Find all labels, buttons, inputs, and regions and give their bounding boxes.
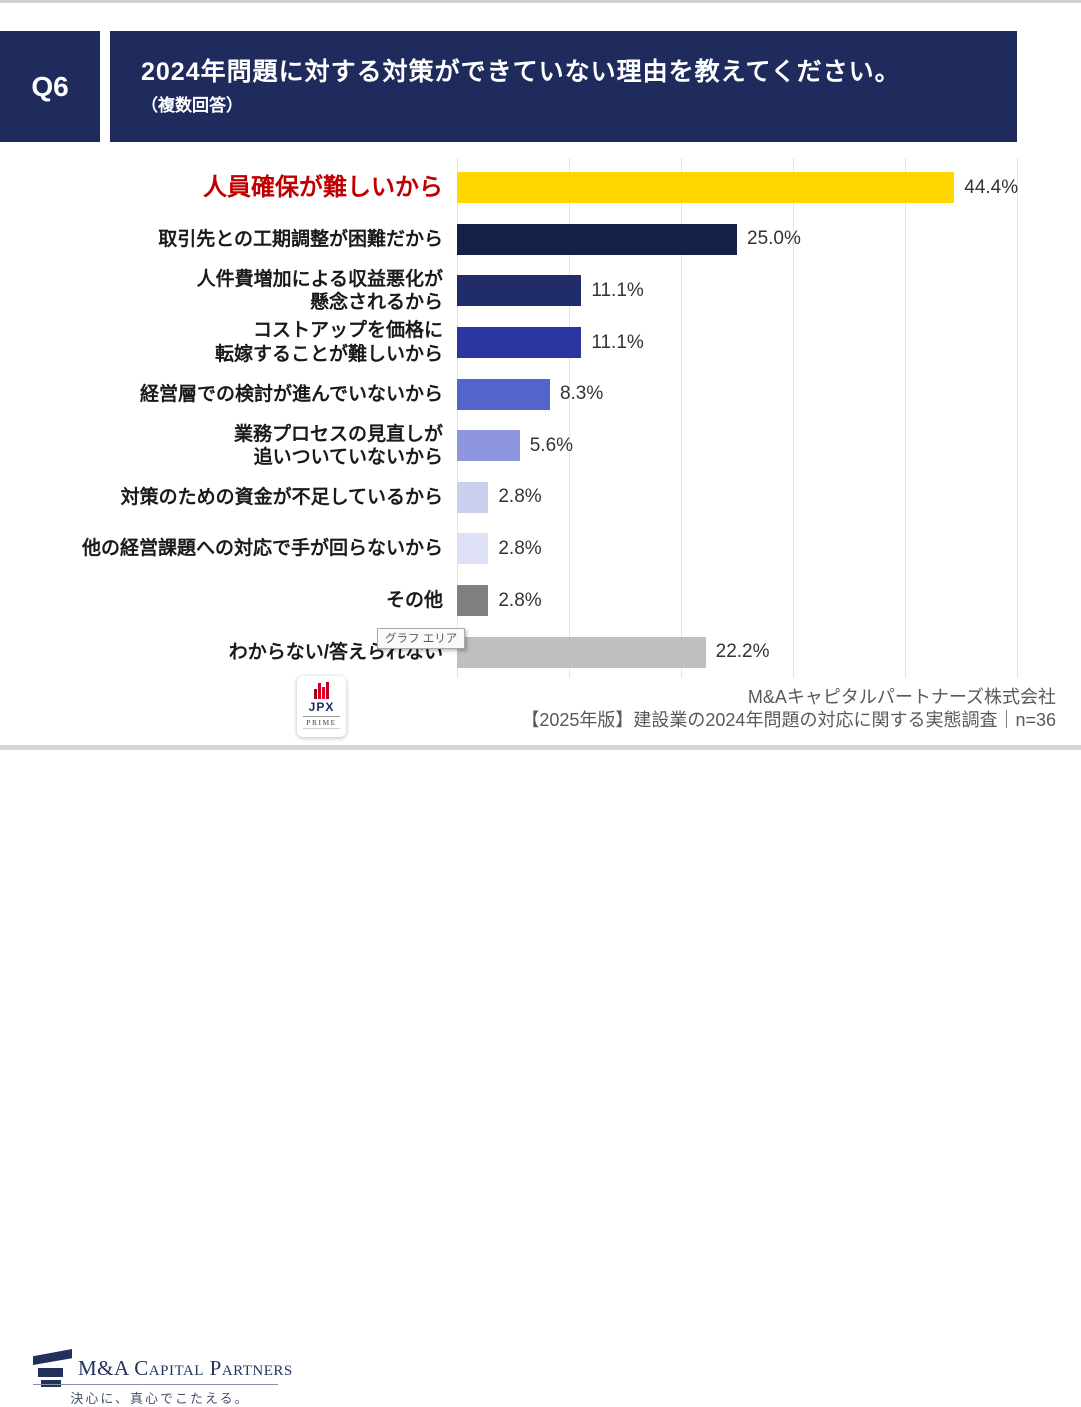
chart-row: わからない/答えられない 22.2% <box>0 626 1081 678</box>
chart-row: 対策のための資金が不足しているから 2.8% <box>0 472 1081 524</box>
chart-rows: 人員確保が難しいから 44.4% 取引先との工期調整が困難だから 25.0% 人件費増加… <box>0 162 1081 678</box>
value-label: 5.6% <box>529 434 574 456</box>
chart-row: 人員確保が難しいから 44.4% <box>0 162 1081 214</box>
category-label: 経営層での検討が進んでいないから <box>139 383 443 405</box>
bar-area: 25.0% <box>457 223 1081 255</box>
question-title-box: 2024年問題に対する対策ができていない理由を教えてください。 （複数回答） <box>110 31 1017 142</box>
bar <box>457 378 550 410</box>
bar-area: 8.3% <box>457 378 1081 410</box>
bar <box>457 636 706 668</box>
gridline <box>569 158 570 678</box>
question-number: Q6 <box>31 70 69 102</box>
category-label: 取引先との工期調整が困難だから <box>158 228 443 250</box>
graph-area-tooltip-label: グラフ エリア <box>385 633 458 645</box>
value-label: 25.0% <box>747 228 801 250</box>
logo-name: M&A Capital Partners <box>78 1356 293 1380</box>
value-label: 2.8% <box>498 537 542 559</box>
category-label: 他の経営課題への対応で手が回らないから <box>81 538 443 560</box>
logo-divider <box>33 1384 278 1385</box>
bar-area: 11.1% <box>457 327 1081 359</box>
gridline <box>905 158 906 678</box>
bar <box>457 585 489 617</box>
chart-row: 業務プロセスの見直しが 追いついていないから 5.6% <box>0 420 1081 472</box>
value-label: 11.1% <box>591 331 644 353</box>
jpx-flame-icon <box>314 682 329 699</box>
category-label: コストアップを価格に 転嫁することが難しいから <box>214 320 443 365</box>
value-label: 2.8% <box>498 589 542 611</box>
value-label: 8.3% <box>559 383 604 405</box>
question-number-box: Q6 <box>0 31 100 142</box>
bar <box>457 481 489 513</box>
logo-tagline: 決心に、真心でこたえる。 <box>70 1391 250 1406</box>
bar-area: 5.6% <box>457 430 1081 462</box>
bar-area: 44.4% <box>457 172 1081 204</box>
gridline <box>681 158 682 678</box>
jpx-label: JPX <box>308 700 335 714</box>
bar <box>457 533 489 565</box>
chart-row: コストアップを価格に 転嫁することが難しいから 11.1% <box>0 317 1081 369</box>
category-label: 業務プロセスの見直しが 追いついていないから <box>233 423 443 468</box>
question-title: 2024年問題に対する対策ができていない理由を教えてください。 <box>141 57 901 86</box>
bar <box>457 275 582 307</box>
footer-credit: M&Aキャピタルパートナーズ株式会社 【2025年版】建設業の2024年問題の対… <box>521 686 1056 732</box>
jpx-prime-label: PRIME <box>303 716 340 729</box>
chart-row: 経営層での検討が進んでいないから 8.3% <box>0 368 1081 420</box>
top-border-strip <box>0 0 1081 3</box>
plot-gridlines <box>457 158 1018 678</box>
bar-area: 11.1% <box>457 275 1081 307</box>
category-label: 対策のための資金が不足しているから <box>120 486 443 508</box>
chart-row: 他の経営課題への対応で手が回らないから 2.8% <box>0 523 1081 575</box>
bottom-border-strip <box>0 745 1081 750</box>
value-label: 44.4% <box>964 176 1019 198</box>
graph-area-tooltip: グラフ エリア <box>377 628 466 649</box>
value-label: 22.2% <box>715 641 770 663</box>
bar-area: 2.8% <box>457 481 1081 513</box>
chart-row: 取引先との工期調整が困難だから 25.0% <box>0 214 1081 266</box>
category-label: 人件費増加による収益悪化が 懸念されるから <box>196 268 443 313</box>
chart-row: 人件費増加による収益悪化が 懸念されるから 11.1% <box>0 265 1081 317</box>
value-label: 11.1% <box>591 279 644 301</box>
logo-flag-icon <box>33 1349 72 1365</box>
category-label: 人員確保が難しいから <box>203 174 443 202</box>
gridline <box>1017 158 1018 678</box>
bar <box>457 327 582 359</box>
footer-survey-title: 【2025年版】建設業の2024年問題の対応に関する実態調査｜n=36 <box>521 710 1056 730</box>
gridline <box>793 158 794 678</box>
question-subtitle: （複数回答） <box>141 96 243 116</box>
bar <box>457 223 737 255</box>
chart-row: その他 2.8% <box>0 575 1081 627</box>
value-label: 2.8% <box>498 486 542 508</box>
bar-area: 2.8% <box>457 533 1081 565</box>
company-logo: M&A Capital Partners 決心に、真心でこたえる。 <box>0 672 292 1406</box>
bar-area: 2.8% <box>457 585 1081 617</box>
jpx-prime-logo: JPX PRIME <box>297 676 346 737</box>
bar <box>457 172 955 204</box>
category-label: その他 <box>385 589 443 611</box>
logo-bar-icon <box>38 1368 63 1377</box>
bar-area: 22.2% <box>457 636 1081 668</box>
gridline <box>457 158 458 678</box>
footer-company-name: M&Aキャピタルパートナーズ株式会社 <box>747 687 1056 707</box>
bar <box>457 430 520 462</box>
